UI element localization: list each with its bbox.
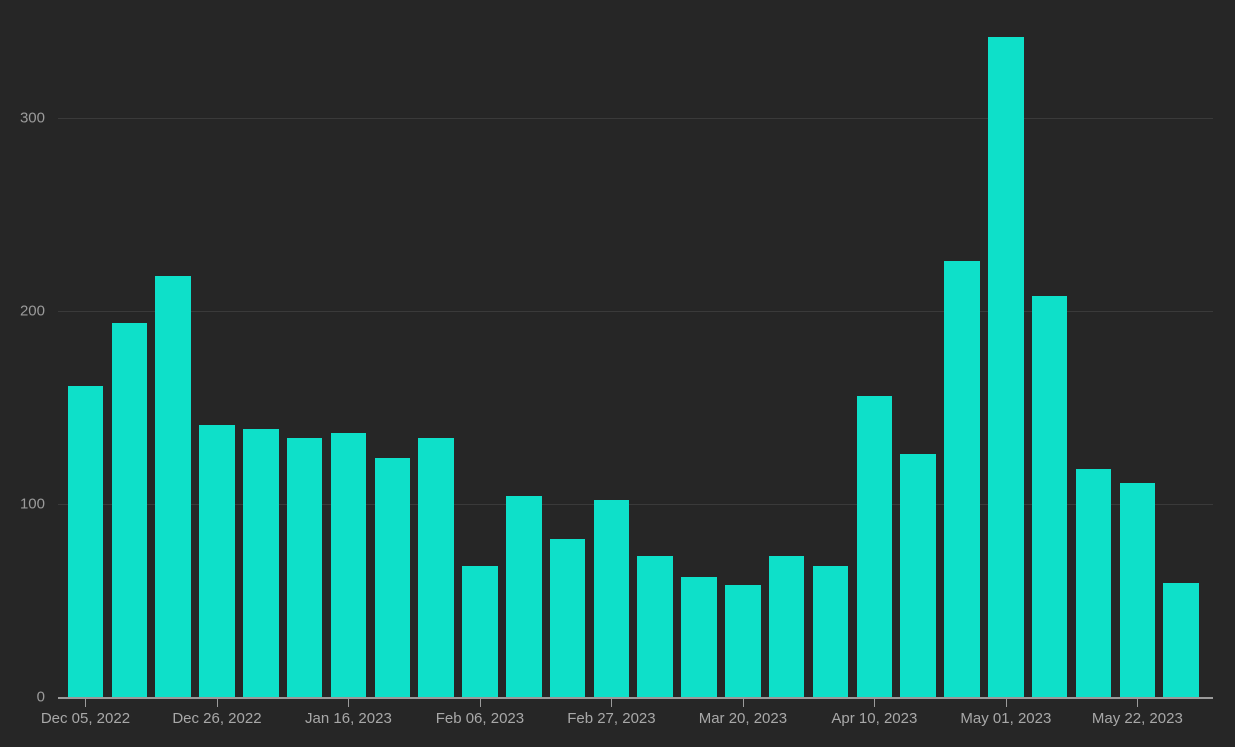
x-axis-label: Jan 16, 2023 xyxy=(305,710,392,727)
bar[interactable] xyxy=(506,496,542,697)
x-axis-label: Dec 05, 2022 xyxy=(40,710,131,727)
gridline xyxy=(58,311,1213,312)
x-axis-label: May 01, 2023 xyxy=(960,710,1052,727)
x-axis-tick xyxy=(1005,699,1007,707)
bar[interactable] xyxy=(286,438,323,697)
bar[interactable] xyxy=(199,424,235,697)
x-axis-label: Feb 06, 2023 xyxy=(435,710,525,727)
y-axis-label: 100 xyxy=(19,495,45,513)
bar[interactable] xyxy=(593,500,630,697)
x-axis-tick xyxy=(216,699,218,707)
y-axis-label: 200 xyxy=(19,302,45,320)
x-axis-line xyxy=(58,697,1213,699)
bar[interactable] xyxy=(812,565,849,697)
bar[interactable] xyxy=(462,565,498,697)
bar[interactable] xyxy=(1075,469,1112,697)
bar[interactable] xyxy=(856,395,893,697)
x-axis-tick xyxy=(85,699,87,707)
bar[interactable] xyxy=(330,432,367,697)
x-axis-tick xyxy=(874,699,876,707)
bar[interactable] xyxy=(155,276,191,697)
bar[interactable] xyxy=(418,438,454,697)
y-axis-label: 0 xyxy=(36,688,45,706)
bar[interactable] xyxy=(681,577,717,697)
y-axis-label: 300 xyxy=(19,109,45,127)
x-axis-tick xyxy=(1137,699,1139,707)
bar[interactable] xyxy=(637,556,673,697)
x-axis-tick xyxy=(479,699,481,707)
x-axis-label: Apr 10, 2023 xyxy=(831,710,918,727)
bar[interactable] xyxy=(1031,295,1068,697)
gridline xyxy=(58,118,1213,119)
bar[interactable] xyxy=(900,453,936,697)
bar[interactable] xyxy=(374,457,410,697)
bar[interactable] xyxy=(243,428,279,697)
gridline xyxy=(58,504,1213,505)
x-axis-label: May 22, 2023 xyxy=(1091,710,1183,727)
bar[interactable] xyxy=(725,585,761,697)
bar[interactable] xyxy=(111,322,148,697)
bar[interactable] xyxy=(768,556,805,697)
x-axis-label: Feb 27, 2023 xyxy=(567,710,656,727)
x-axis-label: Dec 26, 2022 xyxy=(172,710,262,727)
x-axis-tick xyxy=(742,699,744,707)
bar[interactable] xyxy=(549,538,586,697)
x-axis-tick xyxy=(348,699,350,707)
bar[interactable] xyxy=(988,36,1024,697)
x-axis-label: Mar 20, 2023 xyxy=(698,710,788,727)
bar[interactable] xyxy=(67,386,104,697)
bar[interactable] xyxy=(1163,583,1199,697)
bar[interactable] xyxy=(1119,482,1156,697)
x-axis-tick xyxy=(611,699,613,707)
bar[interactable] xyxy=(944,260,980,697)
